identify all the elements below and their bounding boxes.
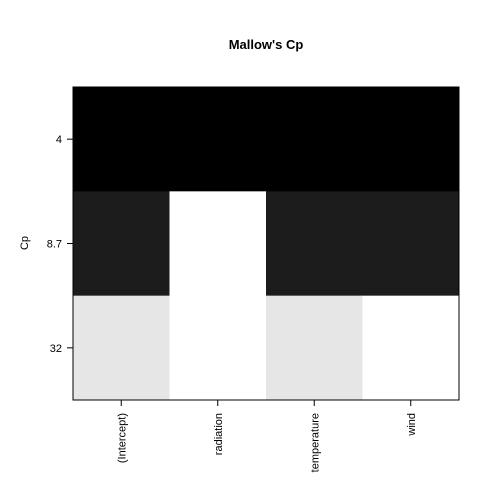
y-axis: 4 8.7 32 <box>47 134 73 355</box>
heatmap-cell <box>266 87 363 192</box>
heatmap-cell <box>73 87 170 192</box>
heatmap-cell <box>266 191 363 297</box>
heatmap-cell <box>266 295 363 401</box>
heatmap-cell <box>169 295 267 401</box>
x-tick-label: (Intercept) <box>116 413 128 463</box>
x-axis: (Intercept) radiation temperature wind <box>116 400 418 472</box>
x-tick-label: temperature <box>309 413 321 472</box>
y-tick-label: 32 <box>50 343 62 355</box>
y-axis-label: Cp <box>19 236 31 250</box>
heatmap-cell <box>73 191 170 297</box>
heatmap-cells <box>73 87 460 401</box>
heatmap-cell <box>169 191 267 297</box>
heatmap-cell <box>362 191 460 297</box>
x-tick-label: wind <box>406 413 418 437</box>
heatmap-cell <box>362 295 460 401</box>
heatmap-cell <box>362 87 460 192</box>
chart-title: Mallow's Cp <box>229 37 304 52</box>
x-tick-label: radiation <box>213 413 225 455</box>
heatmap-cell <box>73 295 170 401</box>
y-tick-label: 8.7 <box>47 239 62 251</box>
heatmap-cell <box>169 87 267 192</box>
y-tick-label: 4 <box>56 134 62 146</box>
